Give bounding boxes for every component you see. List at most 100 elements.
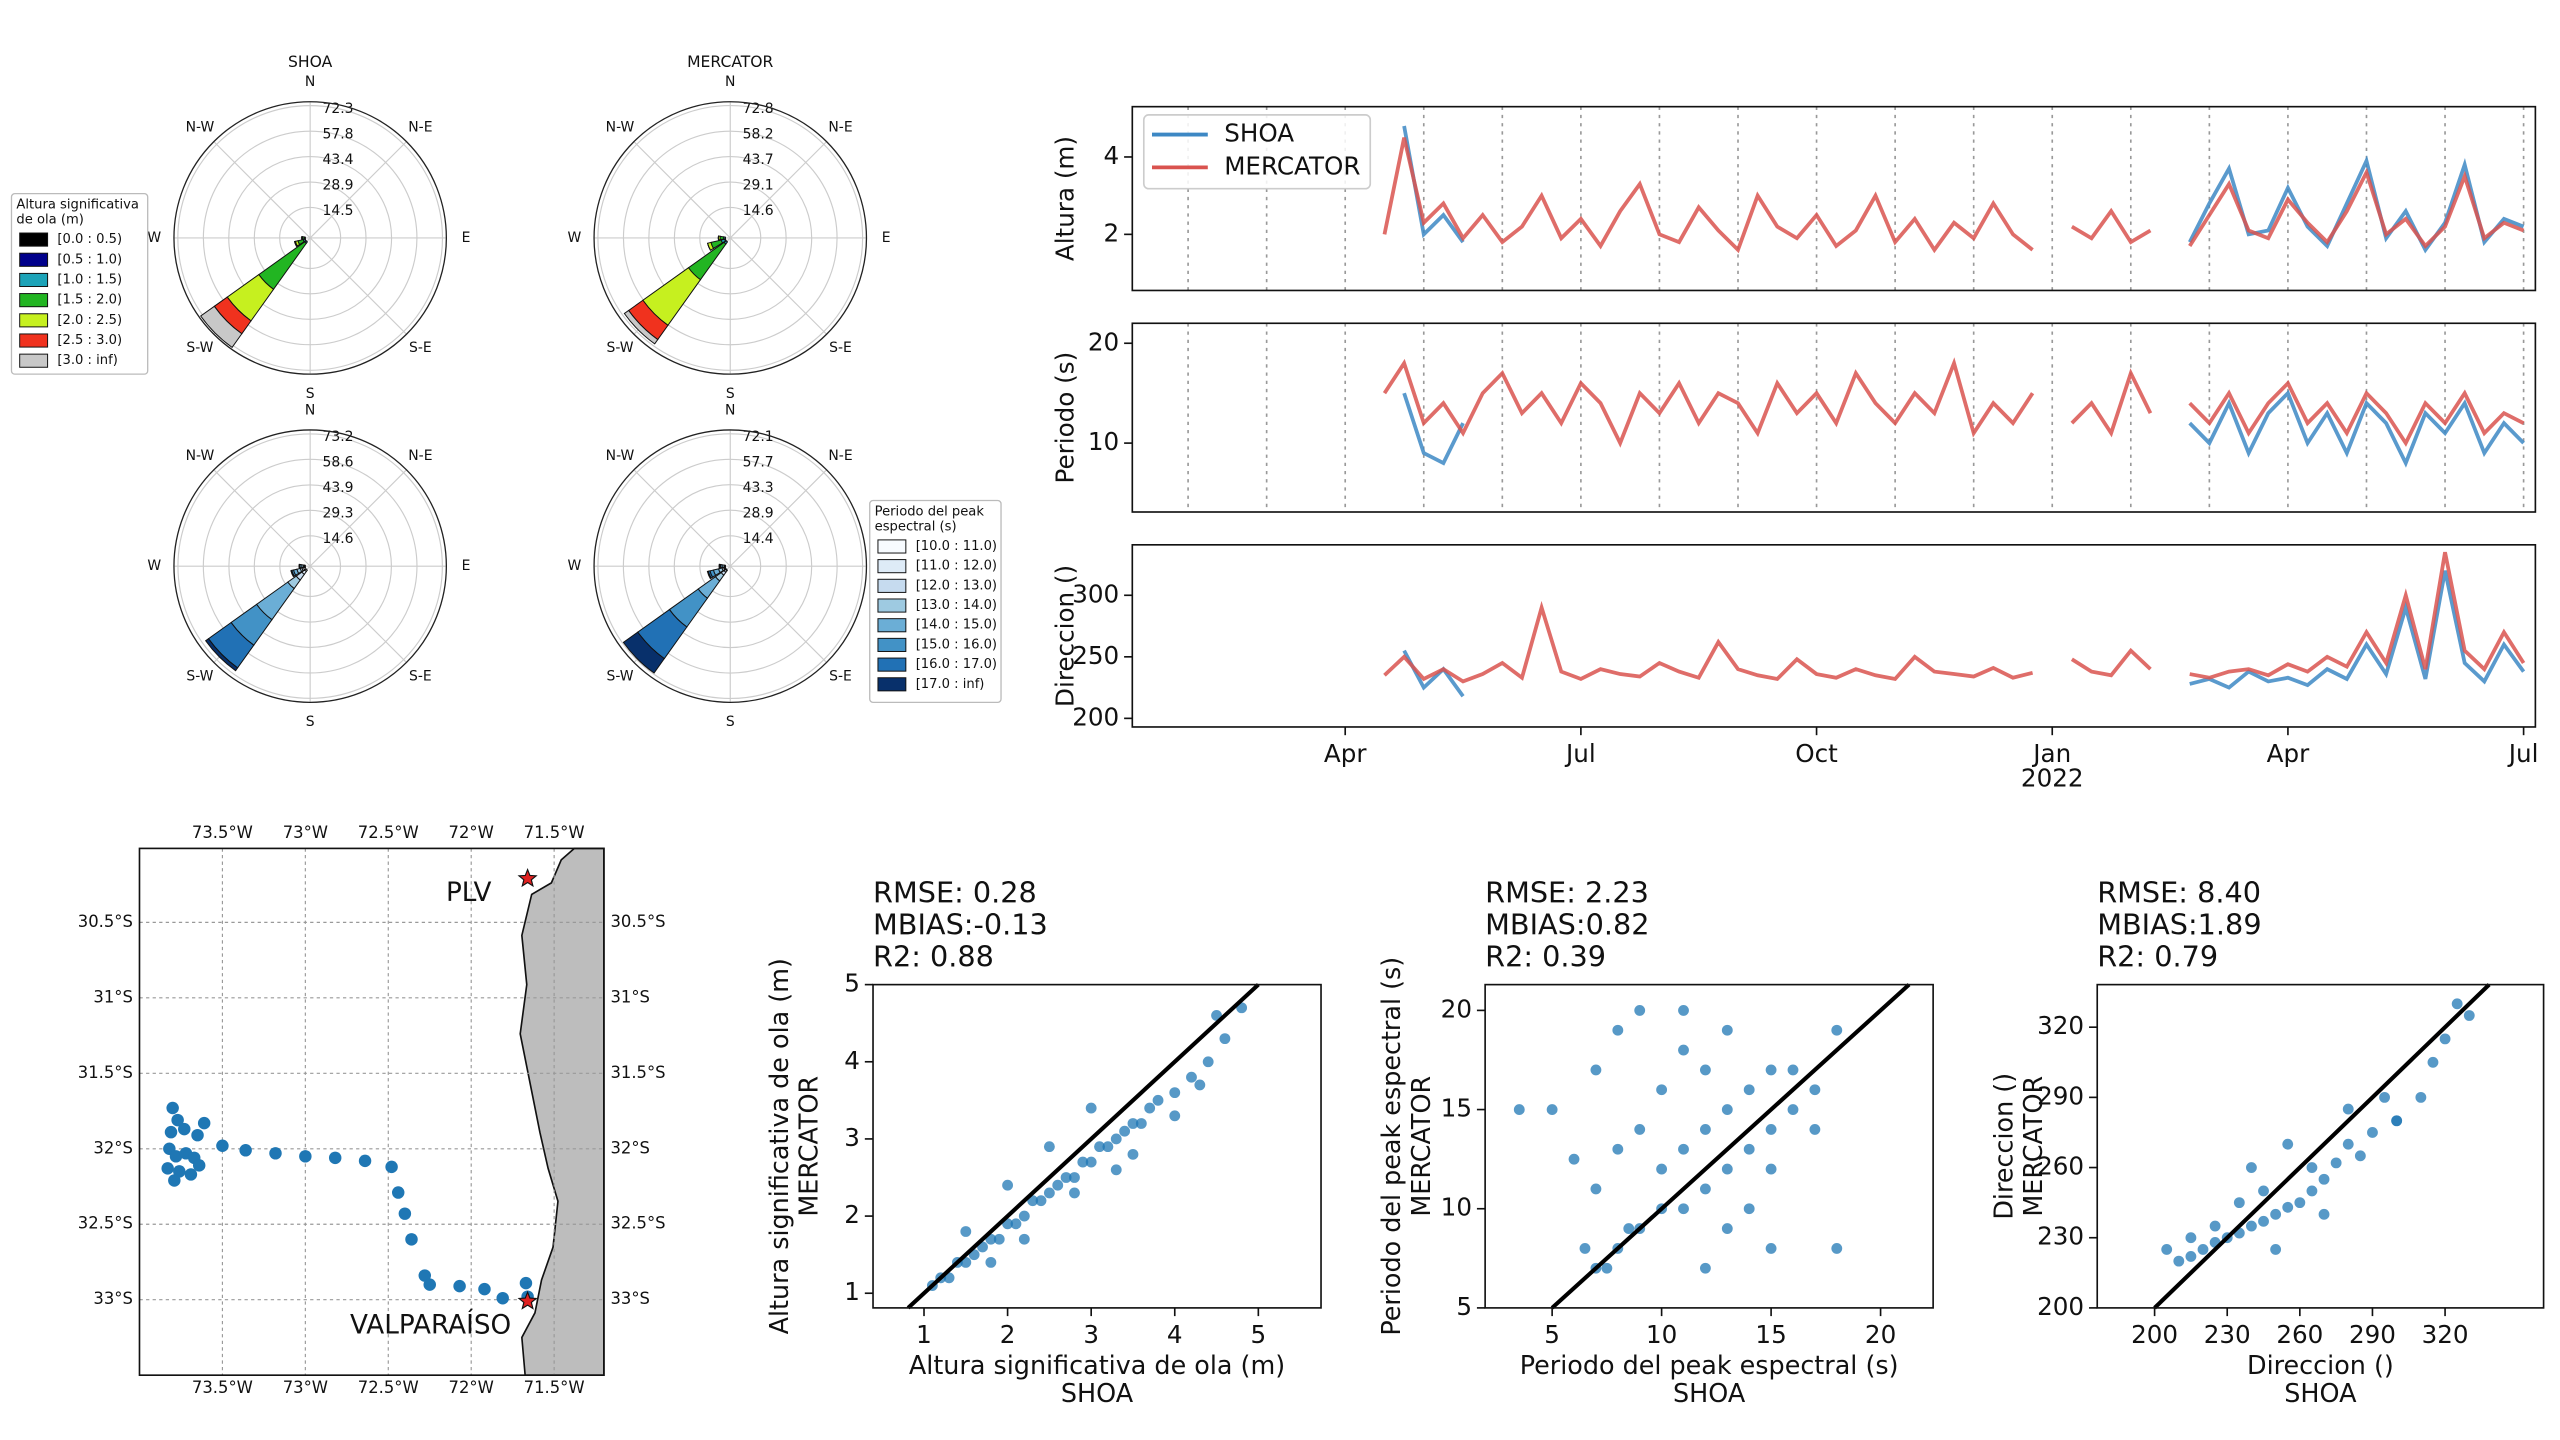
scatter-point xyxy=(2439,1033,2451,1045)
rose-tick-label: 72.3 xyxy=(323,101,354,117)
y-axis-label: Periodo (s) xyxy=(1051,352,1080,484)
stats-text: RMSE: 8.40 xyxy=(2097,875,2261,909)
rose-spoke xyxy=(729,237,827,335)
rose-tick-label: 28.9 xyxy=(743,505,774,521)
rose-segment xyxy=(623,309,659,345)
scatter-point xyxy=(2379,1091,2390,1103)
legend-title: de ola (m) xyxy=(16,212,83,227)
direction-label: N-W xyxy=(606,448,635,464)
y-tick-label: 300 xyxy=(1072,579,1119,608)
x-tick-label: 4 xyxy=(1167,1320,1183,1349)
direction-label: S-E xyxy=(829,668,852,684)
direction-label: S xyxy=(306,714,315,730)
scatter-point xyxy=(2209,1220,2221,1232)
rose-frame xyxy=(173,101,448,375)
x-tick-label: 1 xyxy=(916,1320,932,1349)
rose-segment xyxy=(706,570,712,580)
y-tick-label: 290 xyxy=(2037,1081,2084,1110)
direction-label: N-W xyxy=(186,448,215,464)
scatter-point xyxy=(2270,1208,2282,1220)
stats-text: R2: 0.88 xyxy=(873,939,994,973)
scatter-point xyxy=(2294,1197,2306,1209)
x-tick-label: Oct xyxy=(1795,739,1838,768)
scatter-point xyxy=(2342,1103,2354,1115)
station-point xyxy=(239,1144,252,1157)
station-label: VALPARAÍSO xyxy=(350,1308,511,1340)
station-point xyxy=(168,1174,181,1187)
direction-label: S-E xyxy=(409,340,432,356)
legend-label: [10.0 : 11.0) xyxy=(916,539,997,554)
scatter-point xyxy=(1513,1104,1525,1115)
scatter-point xyxy=(1601,1262,1613,1274)
scatter-point xyxy=(1018,1210,1030,1222)
stats-text: R2: 0.39 xyxy=(1485,939,1606,973)
direction-label: W xyxy=(567,558,581,574)
scatter-point xyxy=(1721,1163,1733,1175)
scatter-point xyxy=(2258,1215,2269,1227)
legend-title: Periodo del peak xyxy=(875,505,985,520)
rose-tick-label: 43.4 xyxy=(323,152,354,168)
rose-tick-label: 73.2 xyxy=(323,429,354,445)
station-point xyxy=(178,1122,191,1136)
x-tick-label: 200 xyxy=(2131,1320,2178,1349)
x-tick-label: 2 xyxy=(1000,1320,1016,1349)
station-point xyxy=(184,1168,198,1181)
y-tick-label: 2 xyxy=(1104,218,1120,247)
rose-tick-label: 29.1 xyxy=(743,177,774,193)
scatter-point xyxy=(1010,1218,1022,1230)
x-tick-label: Apr xyxy=(2267,739,2310,768)
station-point xyxy=(269,1147,282,1160)
scatter-point xyxy=(2306,1162,2318,1173)
rose-tick-label: 58.6 xyxy=(323,455,354,471)
scatter-point xyxy=(2197,1244,2209,1255)
direction-label: S-W xyxy=(186,340,213,356)
series-line xyxy=(1382,357,2525,448)
station-point xyxy=(161,1162,174,1175)
legend-label: [17.0 : inf) xyxy=(916,677,985,692)
scatter-point xyxy=(2161,1244,2173,1255)
legend-swatch xyxy=(877,637,907,652)
y-axis-label: Altura (m) xyxy=(1051,136,1080,261)
panel-frame xyxy=(1131,544,2537,728)
direction-label: W xyxy=(147,230,161,246)
scatter-point xyxy=(2342,1138,2354,1150)
station-point xyxy=(478,1282,491,1296)
rose-tick-label: 57.8 xyxy=(323,126,354,142)
direction-label: W xyxy=(147,558,161,574)
scatter-point xyxy=(1678,1203,1689,1215)
legend-swatch xyxy=(877,618,907,633)
scatter-point xyxy=(1699,1262,1711,1274)
direction-label: S xyxy=(726,386,735,402)
rose-tick-label: 28.9 xyxy=(323,177,354,193)
legend-title: Altura significativa xyxy=(16,198,138,213)
x-tick-label: 5 xyxy=(1251,1320,1267,1349)
scatter-point xyxy=(1169,1110,1181,1122)
legend-label: SHOA xyxy=(1224,119,1294,148)
scatter-point xyxy=(1186,1071,1197,1083)
x-tick-label: 5 xyxy=(1544,1320,1560,1349)
direction-label: N-E xyxy=(828,448,852,464)
x-axis-label: Altura significativa de ola (m) xyxy=(909,1350,1285,1380)
rose-segment xyxy=(290,570,294,577)
y-tick-label: 4 xyxy=(844,1046,860,1075)
identity-line xyxy=(2153,983,2491,1310)
x-axis-label: SHOA xyxy=(2284,1378,2357,1408)
rose-ring xyxy=(673,509,787,623)
legend-label: MERCATOR xyxy=(1224,151,1360,180)
rose-tick-label: 29.3 xyxy=(323,506,354,522)
y-axis-label: Altura significativa de ola (m) xyxy=(764,958,794,1334)
rose-tick-label: 14.6 xyxy=(323,531,354,547)
scatter-point xyxy=(1119,1125,1131,1137)
stats-text: RMSE: 2.23 xyxy=(1485,875,1649,909)
station-point xyxy=(385,1160,398,1174)
y-tick-label: 10 xyxy=(1441,1193,1472,1222)
rose-ring xyxy=(253,509,367,623)
rose-spoke xyxy=(309,469,407,567)
identity-line xyxy=(906,983,1260,1310)
scatter-point xyxy=(1085,1156,1097,1168)
scatter-point xyxy=(2246,1162,2257,1173)
direction-label: N-E xyxy=(408,448,432,464)
legend-label: [12.0 : 13.0) xyxy=(916,578,997,593)
direction-label: S-E xyxy=(409,668,432,684)
rose-ring xyxy=(622,130,838,346)
